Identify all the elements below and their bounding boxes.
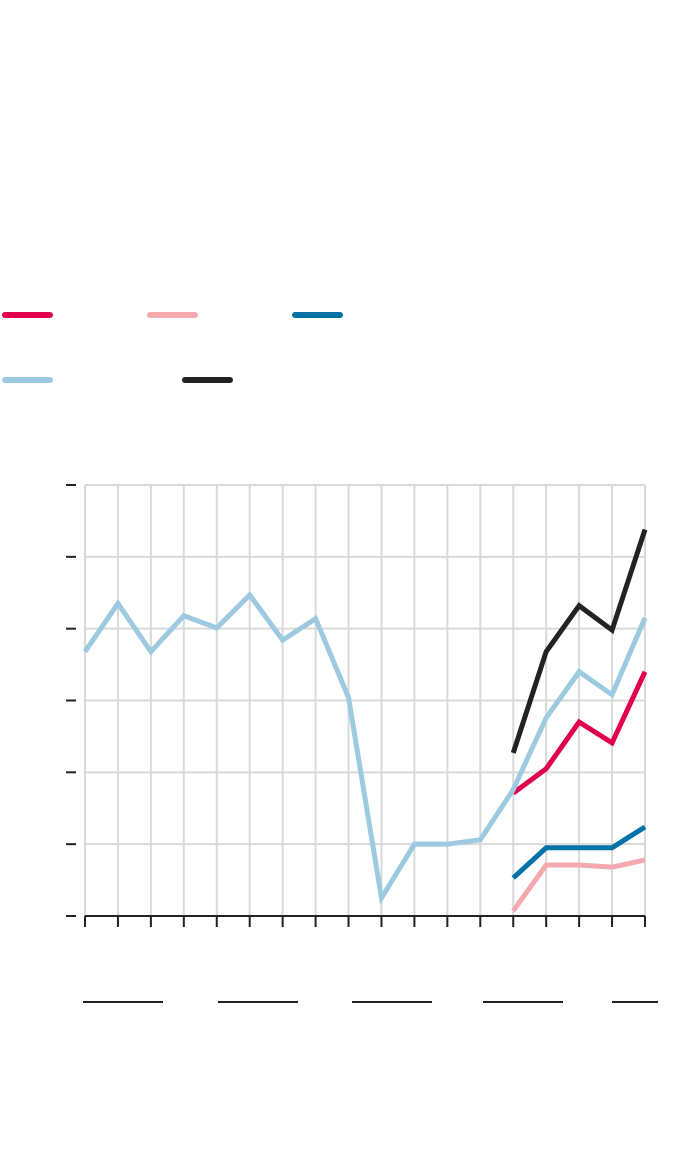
series-line	[82, 591, 648, 906]
series-line	[510, 528, 648, 754]
series-line	[511, 824, 647, 880]
series-line	[511, 857, 646, 913]
series-line	[511, 670, 648, 796]
